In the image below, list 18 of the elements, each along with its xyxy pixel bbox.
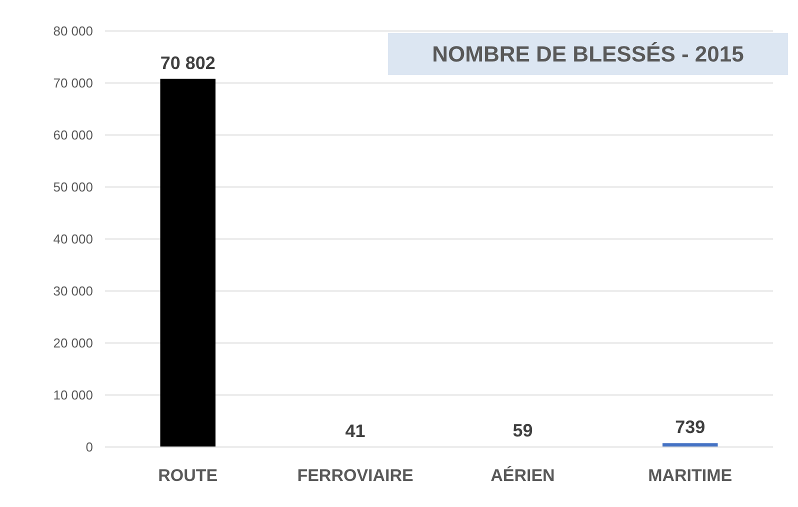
y-tick-label: 0 bbox=[86, 440, 93, 455]
data-label: 739 bbox=[675, 417, 706, 438]
data-label: 70 802 bbox=[160, 52, 216, 73]
x-tick-label: FERROVIAIRE bbox=[297, 466, 414, 485]
data-label: 59 bbox=[512, 420, 533, 441]
y-tick-label: 70 000 bbox=[53, 76, 93, 91]
data-label: 41 bbox=[345, 420, 366, 441]
text: NOMBRE DE BLESSÉS - 2015 bbox=[432, 42, 744, 67]
y-tick-label: 80 000 bbox=[53, 24, 93, 39]
y-tick-label: 50 000 bbox=[53, 180, 93, 195]
y-tick-label: 10 000 bbox=[53, 388, 93, 403]
x-tick-label: AÉRIEN bbox=[490, 465, 555, 485]
y-tick-label: 40 000 bbox=[53, 232, 93, 247]
x-tick-label: ROUTE bbox=[158, 466, 218, 485]
y-tick-label: 30 000 bbox=[53, 284, 93, 299]
x-tick-label: MARITIME bbox=[648, 466, 732, 485]
y-tick-label: 20 000 bbox=[53, 336, 93, 351]
y-tick-label: 60 000 bbox=[53, 128, 93, 143]
